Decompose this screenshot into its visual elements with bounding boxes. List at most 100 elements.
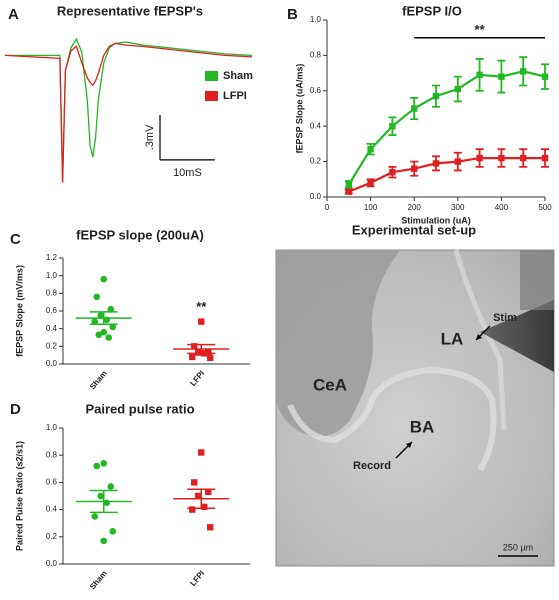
data-point: [454, 85, 461, 93]
y-tick-label: 0.6: [310, 86, 322, 95]
data-point: [91, 513, 99, 520]
data-point: [198, 449, 205, 456]
data-point: [97, 312, 105, 319]
data-point: [100, 537, 108, 545]
data-point: [97, 492, 105, 500]
data-point: [205, 348, 212, 355]
data-point: [454, 158, 461, 165]
data-point: [476, 154, 483, 162]
data-point: [189, 506, 196, 513]
data-point: [389, 123, 396, 130]
data-point: [191, 479, 198, 486]
fiber-tract: [287, 366, 497, 472]
y-tick-label: 0.4: [46, 324, 58, 333]
data-point: [105, 334, 113, 341]
panel-label: B: [287, 6, 298, 23]
fiber-tract: [453, 249, 507, 431]
series-line: [5, 37, 253, 183]
x-tick-label: 0: [325, 203, 330, 212]
data-point: [541, 73, 549, 80]
data-point: [411, 105, 418, 112]
data-point: [195, 492, 202, 500]
data-point: [93, 462, 101, 470]
x-tick-label: LFPI: [188, 569, 206, 588]
data-point: [411, 165, 418, 172]
y-tick-label: 0.0: [310, 192, 322, 201]
x-tick-label: 300: [451, 203, 465, 212]
annotation: **: [475, 22, 486, 37]
series-line: [348, 157, 545, 193]
legend-swatch: [205, 71, 218, 81]
data-point: [100, 275, 108, 283]
data-point: [207, 354, 214, 362]
data-point: [107, 483, 115, 490]
scale-label: 250 µm: [503, 542, 533, 552]
image-label: Record: [353, 460, 391, 472]
y-tick-label: 0.2: [310, 157, 322, 166]
data-point: [201, 503, 208, 511]
data-point: [198, 318, 205, 325]
x-tick-label: 400: [495, 203, 509, 212]
y-tick-label: 0.6: [46, 306, 58, 315]
x-tick-label: 100: [364, 203, 378, 212]
x-tick-label: Sham: [88, 369, 109, 391]
y-tick-label: 0.8: [46, 450, 58, 459]
x-tick-label: 200: [408, 203, 422, 212]
y-tick-label: 1.0: [310, 15, 322, 24]
x-tick-label: LFPI: [188, 369, 206, 388]
series-line: [347, 70, 546, 186]
y-tick-label: 0.8: [310, 51, 322, 60]
data-point: [345, 188, 352, 195]
stim-electrode: [480, 300, 554, 372]
data-point: [498, 73, 505, 80]
data-point: [109, 528, 117, 535]
data-point: [95, 331, 103, 339]
data-point: [367, 146, 374, 153]
y-tick-label: 1.0: [46, 423, 58, 432]
legend-label: Sham: [223, 70, 253, 82]
y-tick-label: 0.0: [46, 359, 58, 368]
data-point: [520, 68, 527, 75]
x-tick-label: 500: [538, 203, 552, 212]
series-line: [4, 42, 253, 183]
y-axis-label: Paired Pulse Ratio (s2/s1): [14, 441, 24, 551]
cea-region: [276, 250, 400, 437]
image-label: Stim: [493, 312, 517, 324]
chart-title: Paired pulse ratio: [85, 401, 194, 416]
arrow-head: [406, 442, 412, 448]
data-point: [498, 154, 505, 162]
data-point: [389, 169, 396, 176]
scale-label: 10mS: [173, 167, 202, 179]
data-point: [91, 318, 99, 325]
data-point: [345, 181, 352, 188]
data-point: [191, 343, 198, 350]
data-point: [207, 524, 214, 531]
data-point: [541, 154, 549, 162]
y-tick-label: 0.0: [46, 559, 58, 568]
panel-label: A: [8, 6, 19, 23]
legend-label: LFPI: [223, 90, 247, 102]
setup-title: Experimental set-up: [352, 222, 476, 237]
y-tick-label: 1.0: [46, 271, 58, 280]
shadow: [520, 250, 554, 310]
data-point: [103, 499, 111, 507]
image-label: CeA: [313, 375, 347, 394]
setup-panel: Experimental set-up Stim LA CeA BA Recor…: [275, 222, 555, 567]
y-tick-label: 1.2: [46, 253, 58, 262]
data-point: [432, 92, 440, 100]
y-tick-label: 0.2: [46, 341, 58, 350]
x-tick-label: Sham: [88, 569, 109, 591]
arrow-head: [476, 334, 482, 340]
y-axis-label: fEPSP Slope (mV/ms): [14, 265, 24, 357]
y-tick-label: 0.2: [46, 532, 58, 541]
panel-label: D: [10, 401, 21, 418]
y-tick-label: 0.4: [46, 505, 58, 514]
y-tick-label: 0.8: [46, 288, 58, 297]
data-point: [93, 293, 101, 301]
chart-title: fEPSP I/O: [402, 3, 462, 18]
data-point: [367, 179, 374, 187]
chart-title: fEPSP slope (200uA): [76, 227, 204, 242]
y-axis-label: fEPSP Slope (uA/ms): [294, 64, 304, 154]
data-point: [520, 154, 527, 162]
